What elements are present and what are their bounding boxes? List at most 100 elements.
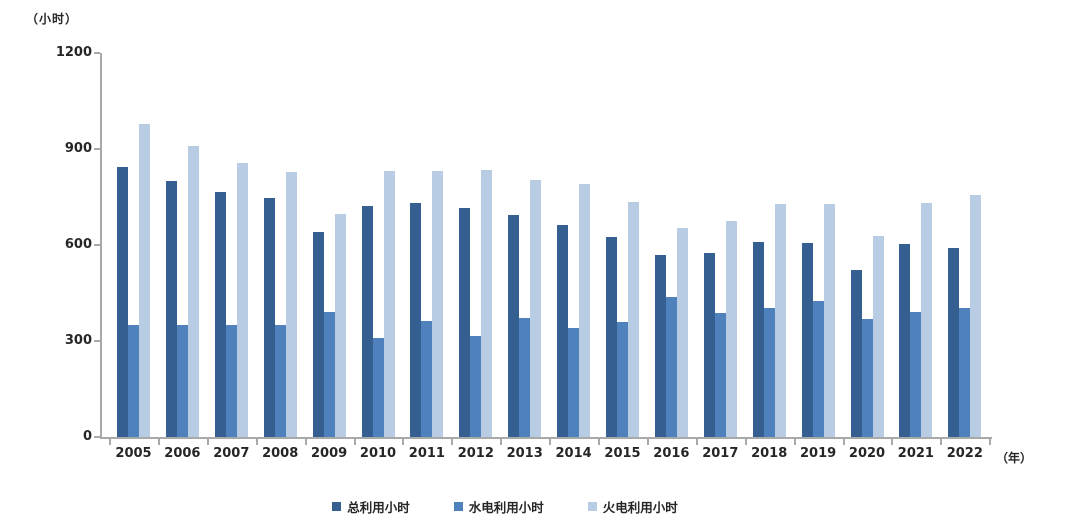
x-axis-tick [402,439,405,445]
bar-水电利用小时-2021 [910,311,922,437]
x-axis-year-label: 2005 [115,446,152,461]
x-axis-year-label: 2006 [164,446,201,461]
legend-item-总利用小时: 总利用小时 [332,497,410,516]
y-axis-tick [94,52,100,54]
bar-总利用小时-2021 [899,244,911,437]
bar-火电利用小时-2021 [921,202,933,437]
bar-group-2022 [948,195,982,437]
y-axis-tick [94,148,100,150]
bar-水电利用小时-2014 [568,328,580,437]
x-axis-year-label: 2015 [604,446,641,461]
bar-水电利用小时-2012 [470,335,482,437]
x-axis-year-label: 2011 [408,446,445,461]
bar-group-2012 [459,170,493,437]
bar-水电利用小时-2007 [225,325,237,437]
bar-水电利用小时-2006 [176,325,188,437]
bar-总利用小时-2009 [312,231,324,437]
bar-水电利用小时-2019 [812,300,824,437]
bar-group-2009 [312,214,346,437]
bar-火电利用小时-2007 [236,162,248,437]
bar-总利用小时-2005 [117,166,128,437]
bar-group-2018 [752,204,786,437]
bar-总利用小时-2014 [557,225,569,437]
legend-swatch [453,502,463,511]
bar-group-2010 [361,171,395,437]
x-axis-tick [744,439,747,445]
legend-label: 水电利用小时 [468,500,544,515]
bar-总利用小时-2007 [214,192,226,437]
x-axis-tick [842,439,845,445]
bar-group-2015 [606,202,639,437]
bar-火电利用小时-2009 [334,214,346,437]
x-axis-year-label: 2021 [897,446,934,461]
bar-总利用小时-2012 [459,208,471,437]
y-axis-tick [94,244,100,246]
y-axis-tick-label: 900 [64,141,92,156]
bar-总利用小时-2016 [654,254,666,437]
bar-group-2017 [703,221,737,437]
y-axis-tick-label: 0 [82,429,92,444]
x-axis-tick [695,439,698,445]
plot-area: 0 300 600 900 1200 2005 2006 2007 2008 2009 2010 20… [56,45,992,461]
bar-水电利用小时-2005 [128,325,139,437]
bar-总利用小时-2020 [850,269,862,437]
y-axis-tick [94,340,100,342]
bar-水电利用小时-2010 [372,338,384,437]
x-axis-year-label: 2016 [653,446,690,461]
legend-label: 总利用小时 [347,500,410,515]
bar-火电利用小时-2017 [725,221,737,437]
x-axis-tick [891,439,894,445]
bar-火电利用小时-2012 [481,170,493,437]
x-axis-tick [793,439,796,445]
legend-swatch [332,502,342,511]
legend-label: 火电利用小时 [602,500,678,515]
bar-火电利用小时-2011 [432,170,444,437]
bar-group-2006 [165,145,199,437]
x-axis-year-label: 2007 [213,446,250,461]
bar-水电利用小时-2011 [421,320,433,437]
bar-总利用小时-2018 [752,242,764,437]
x-axis-tick [304,439,307,445]
x-axis-tick [109,439,112,445]
bar-总利用小时-2011 [410,203,422,437]
x-axis-tick [157,439,160,445]
bar-group-2020 [850,236,884,437]
bar-水电利用小时-2009 [323,311,335,437]
bar-火电利用小时-2010 [383,171,395,437]
bar-group-2014 [557,184,591,437]
bar-火电利用小时-2014 [579,184,591,437]
bar-总利用小时-2015 [606,237,617,437]
bar-火电利用小时-2013 [530,180,542,437]
legend-swatch [587,502,597,511]
bar-火电利用小时-2008 [285,172,297,437]
bar-火电利用小时-2016 [676,228,688,437]
bar-水电利用小时-2016 [665,296,677,437]
x-axis-year-label: 2019 [800,446,837,461]
x-axis-year-label: 2012 [457,446,494,461]
x-axis-tick [206,439,209,445]
bar-group-2021 [899,202,933,437]
x-axis-year-label: 2013 [506,446,543,461]
bar-总利用小时-2010 [361,205,373,437]
bar-火电利用小时-2018 [774,204,786,437]
x-axis-unit-label: （年） [996,451,1033,465]
x-axis-year-label: 2014 [555,446,592,461]
bar-总利用小时-2006 [165,180,177,437]
x-axis-year-label: 2017 [702,446,739,461]
bar-火电利用小时-2015 [628,202,639,437]
bar-group-2016 [654,228,688,437]
bar-group-2005 [117,124,150,437]
x-axis-tick [451,439,454,445]
bar-总利用小时-2022 [948,248,960,437]
x-axis-year-label: 2020 [848,446,886,461]
x-axis-tick [940,439,943,445]
bar-火电利用小时-2005 [139,124,150,437]
x-axis-year-label: 2022 [946,446,983,461]
x-axis-year-label: 2009 [311,446,348,461]
bar-火电利用小时-2006 [187,145,199,437]
bar-总利用小时-2017 [703,253,715,437]
x-axis-year-label: 2008 [262,446,299,461]
bar-group-2011 [410,170,444,437]
bar-group-2013 [508,180,542,437]
